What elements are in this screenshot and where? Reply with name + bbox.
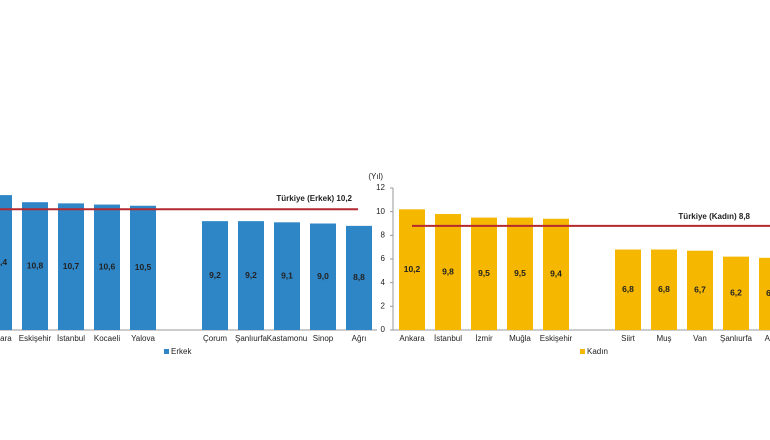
value-label: 10,2: [404, 264, 421, 274]
x-tick-label: Eskişehir: [19, 334, 52, 343]
x-tick-label: Muş: [656, 334, 671, 343]
value-label: 10,8: [27, 260, 44, 270]
x-tick-label: Kastamonu: [267, 334, 307, 343]
value-label: 9,2: [245, 270, 257, 280]
x-tick-label: İstanbul: [57, 334, 85, 343]
y-tick-label: 8: [381, 230, 386, 239]
bar: [0, 195, 12, 330]
bar: [471, 217, 497, 330]
value-label: 11,4: [0, 257, 7, 267]
x-tick-label: Siirt: [621, 334, 636, 343]
x-tick-label: Ankara: [399, 334, 425, 343]
value-label: 8,8: [353, 272, 365, 282]
value-label: 9,2: [209, 270, 221, 280]
bar: [723, 256, 749, 330]
bar: [399, 209, 425, 330]
x-tick-label: Yalova: [131, 334, 155, 343]
value-label: 10,5: [135, 262, 152, 272]
x-tick-label: Çorum: [203, 334, 227, 343]
value-label: 6,1: [766, 288, 770, 298]
legend-label: Erkek: [171, 347, 192, 356]
y-tick-label: 0: [381, 325, 386, 334]
value-label: 9,5: [478, 268, 490, 278]
legend-label: Kadın: [587, 347, 608, 356]
value-label: 9,5: [514, 268, 526, 278]
value-label: 9,8: [442, 266, 454, 276]
x-tick-label: Sinop: [313, 334, 334, 343]
x-tick-label: Van: [693, 334, 707, 343]
value-label: 6,8: [622, 284, 634, 294]
value-label: 9,0: [317, 271, 329, 281]
x-tick-label: Ağrı: [765, 334, 770, 343]
bar: [615, 249, 641, 330]
bar: [687, 250, 713, 330]
y-tick-label: 4: [381, 278, 386, 287]
bar: [22, 202, 48, 330]
x-tick-label: Eskişehir: [540, 334, 573, 343]
x-tick-label: Kocaeli: [94, 334, 120, 343]
x-tick-label: Ağrı: [352, 334, 367, 343]
y-tick-label: 10: [376, 207, 385, 216]
y-tick-label: 2: [381, 301, 386, 310]
value-label: 10,6: [99, 262, 116, 272]
value-label: 10,7: [63, 261, 80, 271]
bar: [759, 257, 770, 330]
bar: [274, 222, 300, 330]
bar: [543, 218, 569, 330]
legend-swatch: [580, 349, 585, 354]
x-tick-label: Şanlıurfa: [235, 334, 268, 343]
x-tick-label: İstanbul: [434, 334, 462, 343]
y-tick-label: 6: [381, 254, 386, 263]
x-tick-label: Muğla: [509, 334, 531, 343]
value-label: 6,8: [658, 284, 670, 294]
value-label: 6,2: [730, 288, 742, 298]
bar: [435, 214, 461, 330]
bar: [346, 225, 372, 330]
x-tick-label: Ankara: [0, 334, 12, 343]
value-label: 9,4: [550, 269, 562, 279]
bar: [202, 221, 228, 330]
bar: [58, 203, 84, 330]
bar: [507, 217, 533, 330]
bar: [238, 221, 264, 330]
value-label: 9,1: [281, 270, 293, 280]
x-tick-label: İzmir: [475, 334, 493, 343]
bar: [94, 204, 120, 330]
legend-swatch: [164, 349, 169, 354]
bar: [130, 205, 156, 330]
x-tick-label: Şanlıurfa: [720, 334, 753, 343]
bar: [651, 249, 677, 330]
value-label: 6,7: [694, 285, 706, 295]
bar: [310, 223, 336, 330]
reference-label: Türkiye (Kadın) 8,8: [678, 212, 750, 221]
y-axis-label: (Yıl): [368, 172, 383, 181]
y-tick-label: 12: [376, 183, 385, 192]
reference-label: Türkiye (Erkek) 10,2: [276, 194, 352, 203]
